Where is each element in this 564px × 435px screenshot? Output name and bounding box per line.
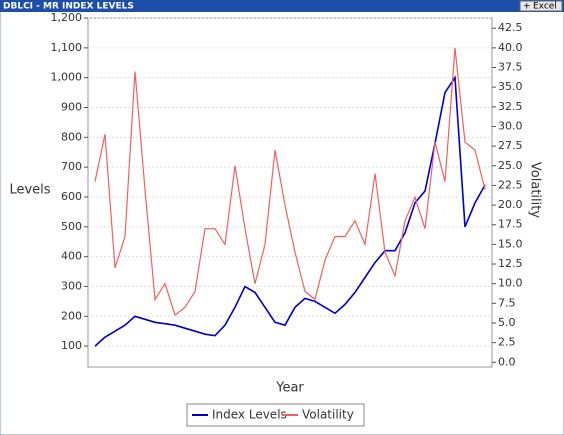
header-title: DBLCI - MR INDEX LEVELS: [3, 2, 134, 12]
y-tick-label: 300: [61, 279, 82, 292]
y2-tick-label: 15.0: [498, 237, 523, 250]
y2-tick-label: 0.0: [498, 355, 516, 368]
y-axis-label: Levels: [9, 183, 50, 198]
x-axis-label: Year: [275, 381, 304, 396]
legend-box: [186, 403, 365, 427]
y2-tick-label: 10.0: [498, 277, 523, 290]
excel-button-label[interactable]: Excel: [533, 2, 557, 12]
y-tick-label: 1,100: [51, 41, 83, 54]
legend-label: Volatility: [302, 408, 354, 422]
y-tick-label: 1,200: [51, 11, 83, 24]
y2-tick-label: 2.5: [498, 336, 516, 349]
y-tick-label: 600: [61, 190, 82, 203]
excel-plus: +: [523, 2, 531, 12]
y-tick-label: 200: [61, 309, 82, 322]
y2-tick-label: 42.5: [498, 21, 523, 34]
y-tick-label: 400: [61, 250, 82, 263]
y-tick-label: 700: [61, 160, 82, 173]
data-line: [94, 75, 486, 347]
y2-tick-label: 20.0: [498, 198, 523, 211]
y2-tick-label: 27.5: [498, 139, 523, 152]
y2-axis-label: Volatility: [528, 162, 543, 218]
y2-tick-label: 7.5: [498, 296, 516, 309]
legend-label: Index Levels: [212, 408, 287, 422]
y-tick-label: 100: [61, 339, 82, 352]
y2-tick-label: 32.5: [498, 100, 523, 113]
y2-tick-label: 12.5: [498, 257, 523, 270]
y2-tick-label: 37.5: [498, 61, 523, 74]
y2-tick-label: 22.5: [498, 178, 523, 191]
y2-tick-label: 5.0: [498, 316, 516, 329]
y2-tick-label: 25.0: [498, 159, 523, 172]
y2-tick-label: 17.5: [498, 218, 523, 231]
y-tick-label: 900: [61, 100, 82, 113]
header-bar: [0, 0, 564, 12]
y-tick-label: 800: [61, 130, 82, 143]
y2-tick-label: 40.0: [498, 41, 523, 54]
y-tick-label: 500: [61, 220, 82, 233]
data-line: [94, 47, 486, 317]
excel-button[interactable]: [519, 0, 563, 12]
y2-tick-label: 35.0: [498, 80, 523, 93]
y-tick-label: 1,000: [51, 71, 83, 84]
y2-tick-label: 30.0: [498, 119, 523, 132]
